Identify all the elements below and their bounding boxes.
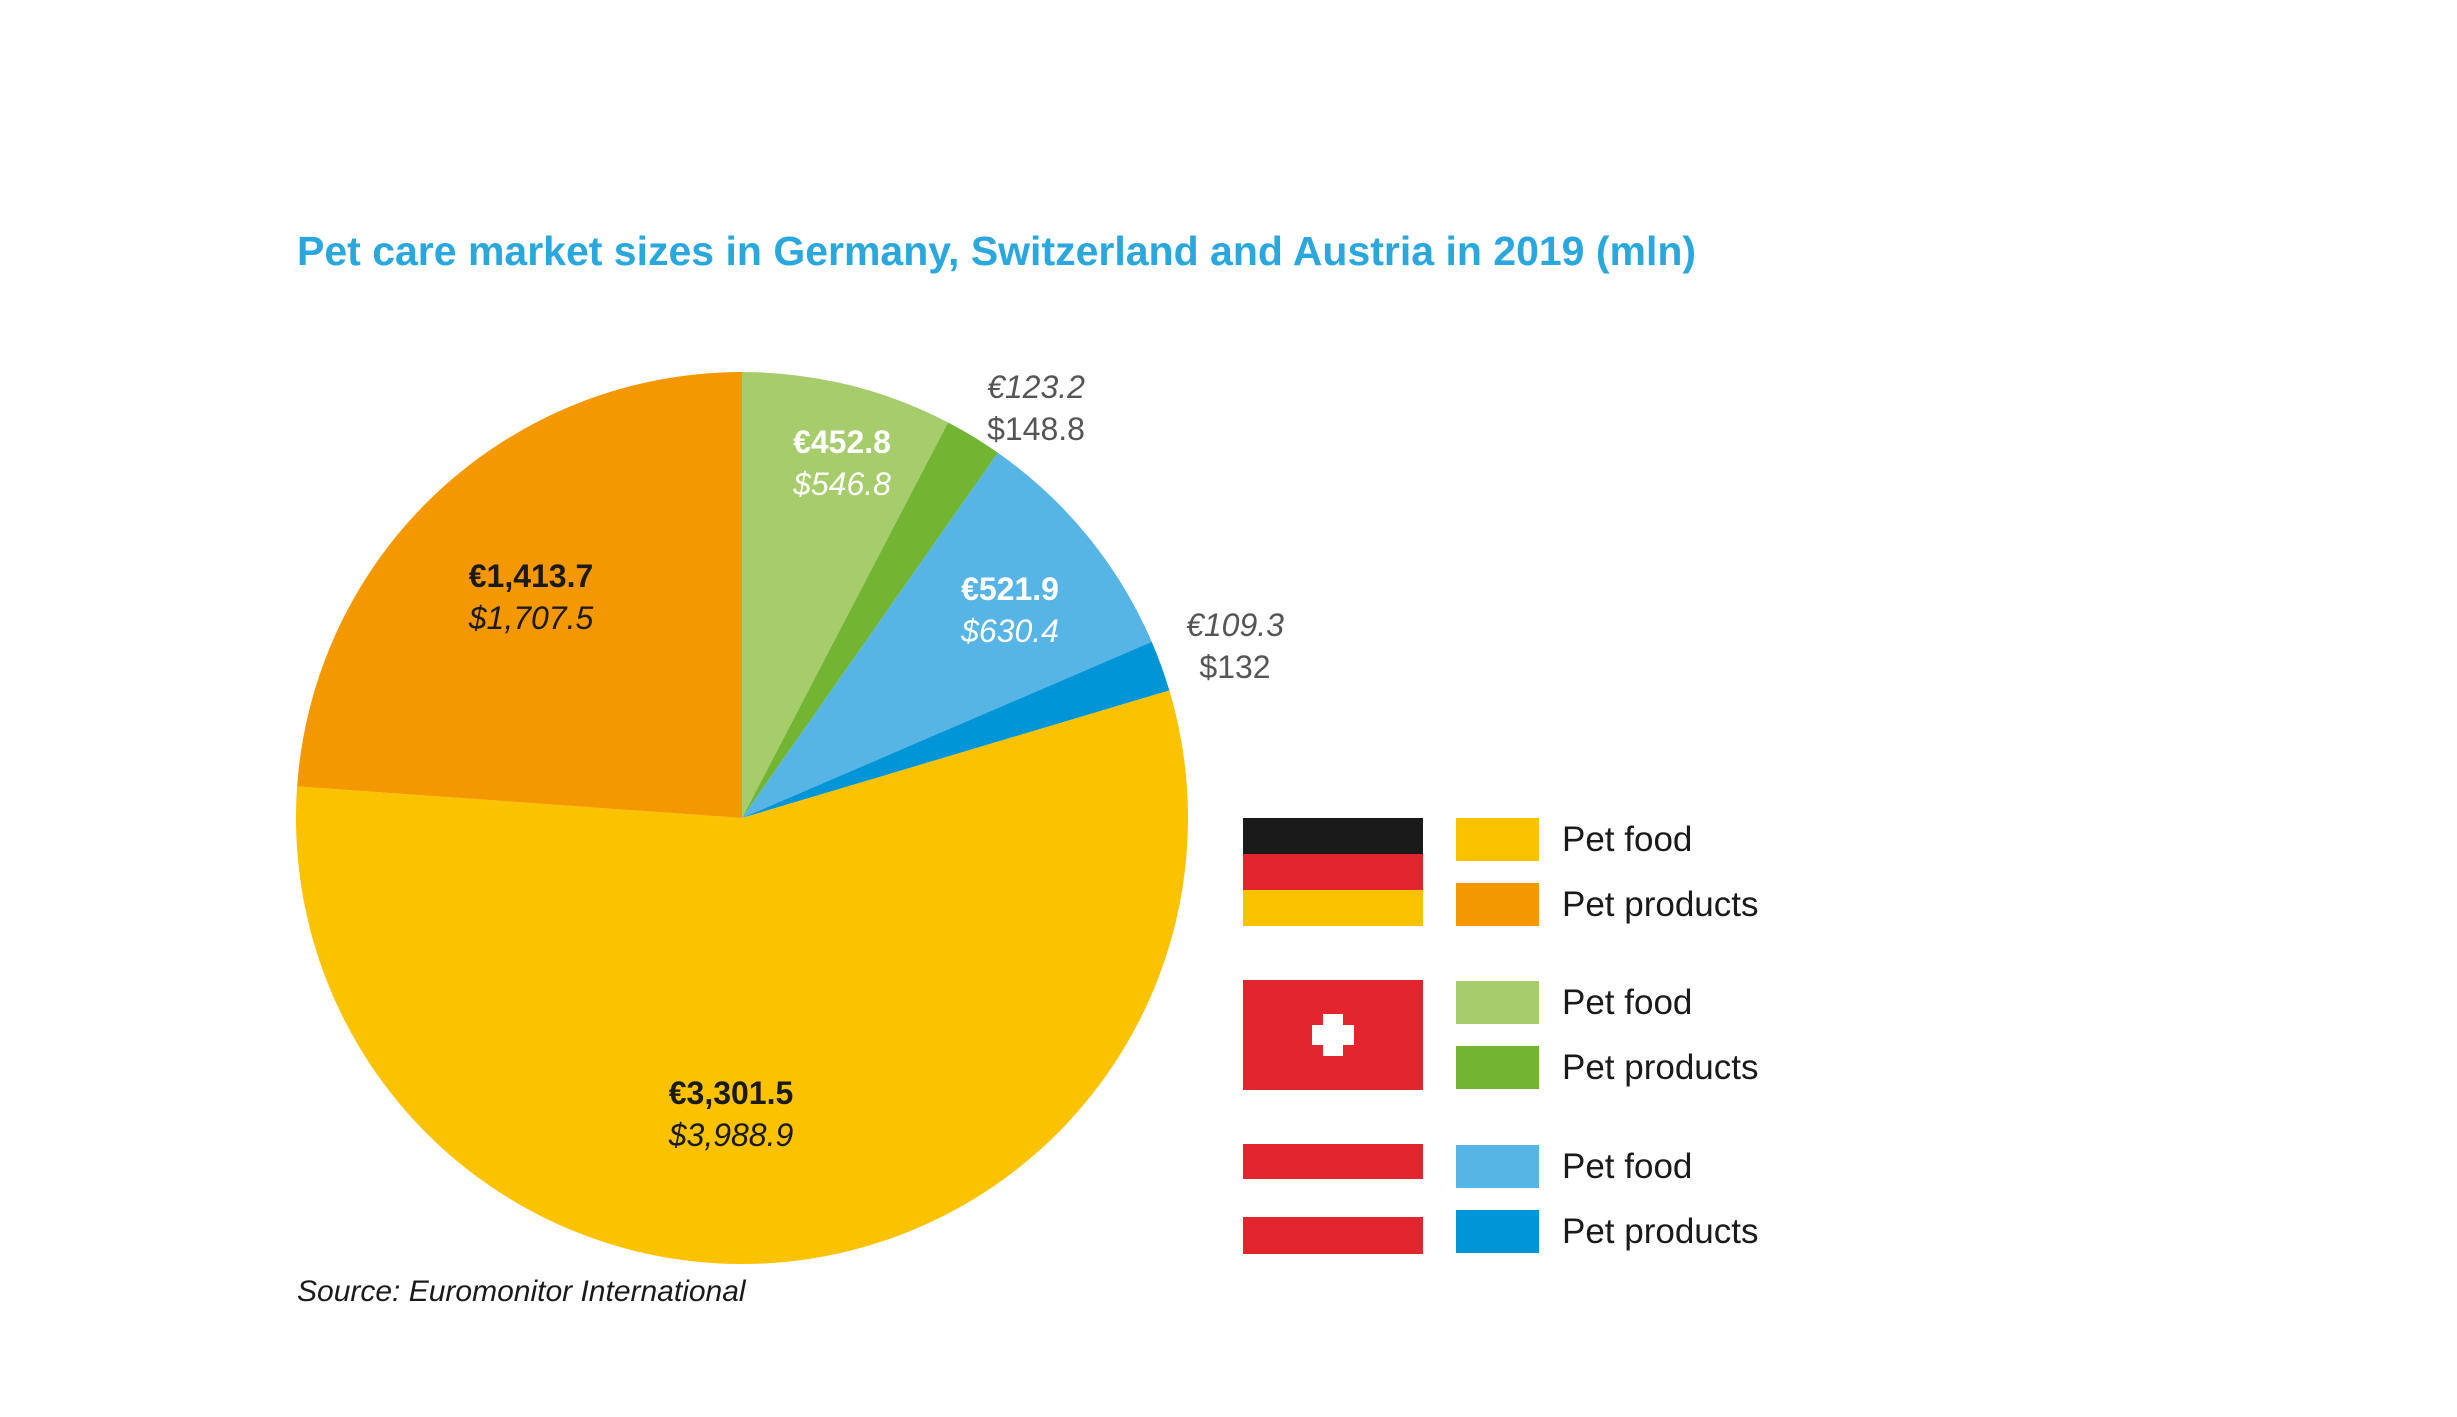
eur-value: €452.8 <box>793 424 891 460</box>
usd-value: $1,707.5 <box>468 600 594 636</box>
legend-label-germany-pet-food: Pet food <box>1562 820 1693 859</box>
legend-swatch-austria-pet-products <box>1456 1210 1539 1253</box>
eur-value: €3,301.5 <box>668 1075 794 1111</box>
usd-value: $3,988.9 <box>668 1117 794 1153</box>
source-note: Source: Euromonitor International <box>297 1275 746 1308</box>
pie-slice-austria-pet-products <box>742 641 1170 818</box>
germany-flag-icon <box>1243 818 1423 926</box>
legend-swatch-switzerland-pet-food <box>1456 981 1539 1024</box>
legend-swatch-austria-pet-food <box>1456 1145 1539 1188</box>
eur-value: €109.3 <box>1186 607 1284 643</box>
eur-value: €1,413.7 <box>468 558 594 594</box>
slice-label-switzerland-pet-food: €452.8 $546.8 <box>793 421 891 505</box>
pie-slice-germany-pet-products <box>297 372 742 818</box>
eur-value: €521.9 <box>961 571 1059 607</box>
legend-swatch-germany-pet-products <box>1456 883 1539 926</box>
legend-label-austria-pet-food: Pet food <box>1562 1147 1693 1186</box>
slice-label-germany-pet-products: €1,413.7 $1,707.5 <box>469 555 594 639</box>
usd-value: $148.8 <box>987 411 1085 447</box>
legend-label-switzerland-pet-products: Pet products <box>1562 1048 1759 1087</box>
chart-title: Pet care market sizes in Germany, Switze… <box>297 228 1697 274</box>
slice-label-switzerland-pet-products: €123.2 $148.8 <box>987 366 1085 450</box>
slice-label-germany-pet-food: €3,301.5 $3,988.9 <box>669 1072 794 1156</box>
pie-slice-austria-pet-food <box>742 452 1152 818</box>
slice-label-austria-pet-products: €109.3 $132 <box>1186 604 1284 688</box>
usd-value: $630.4 <box>961 613 1059 649</box>
pie-slice-switzerland-pet-products <box>742 422 998 818</box>
legend-label-germany-pet-products: Pet products <box>1562 885 1759 924</box>
legend-swatch-switzerland-pet-products <box>1456 1046 1539 1089</box>
usd-value: $132 <box>1199 649 1271 685</box>
legend-swatch-germany-pet-food <box>1456 818 1539 861</box>
slice-label-austria-pet-food: €521.9 $630.4 <box>961 568 1059 652</box>
legend-label-austria-pet-products: Pet products <box>1562 1212 1759 1251</box>
pie-slice-switzerland-pet-food <box>742 372 949 818</box>
austria-flag-icon <box>1243 1144 1423 1254</box>
switzerland-flag-icon <box>1243 980 1423 1090</box>
usd-value: $546.8 <box>793 466 891 502</box>
legend-label-switzerland-pet-food: Pet food <box>1562 983 1693 1022</box>
pie-slice-germany-pet-food <box>296 690 1188 1264</box>
eur-value: €123.2 <box>987 369 1085 405</box>
